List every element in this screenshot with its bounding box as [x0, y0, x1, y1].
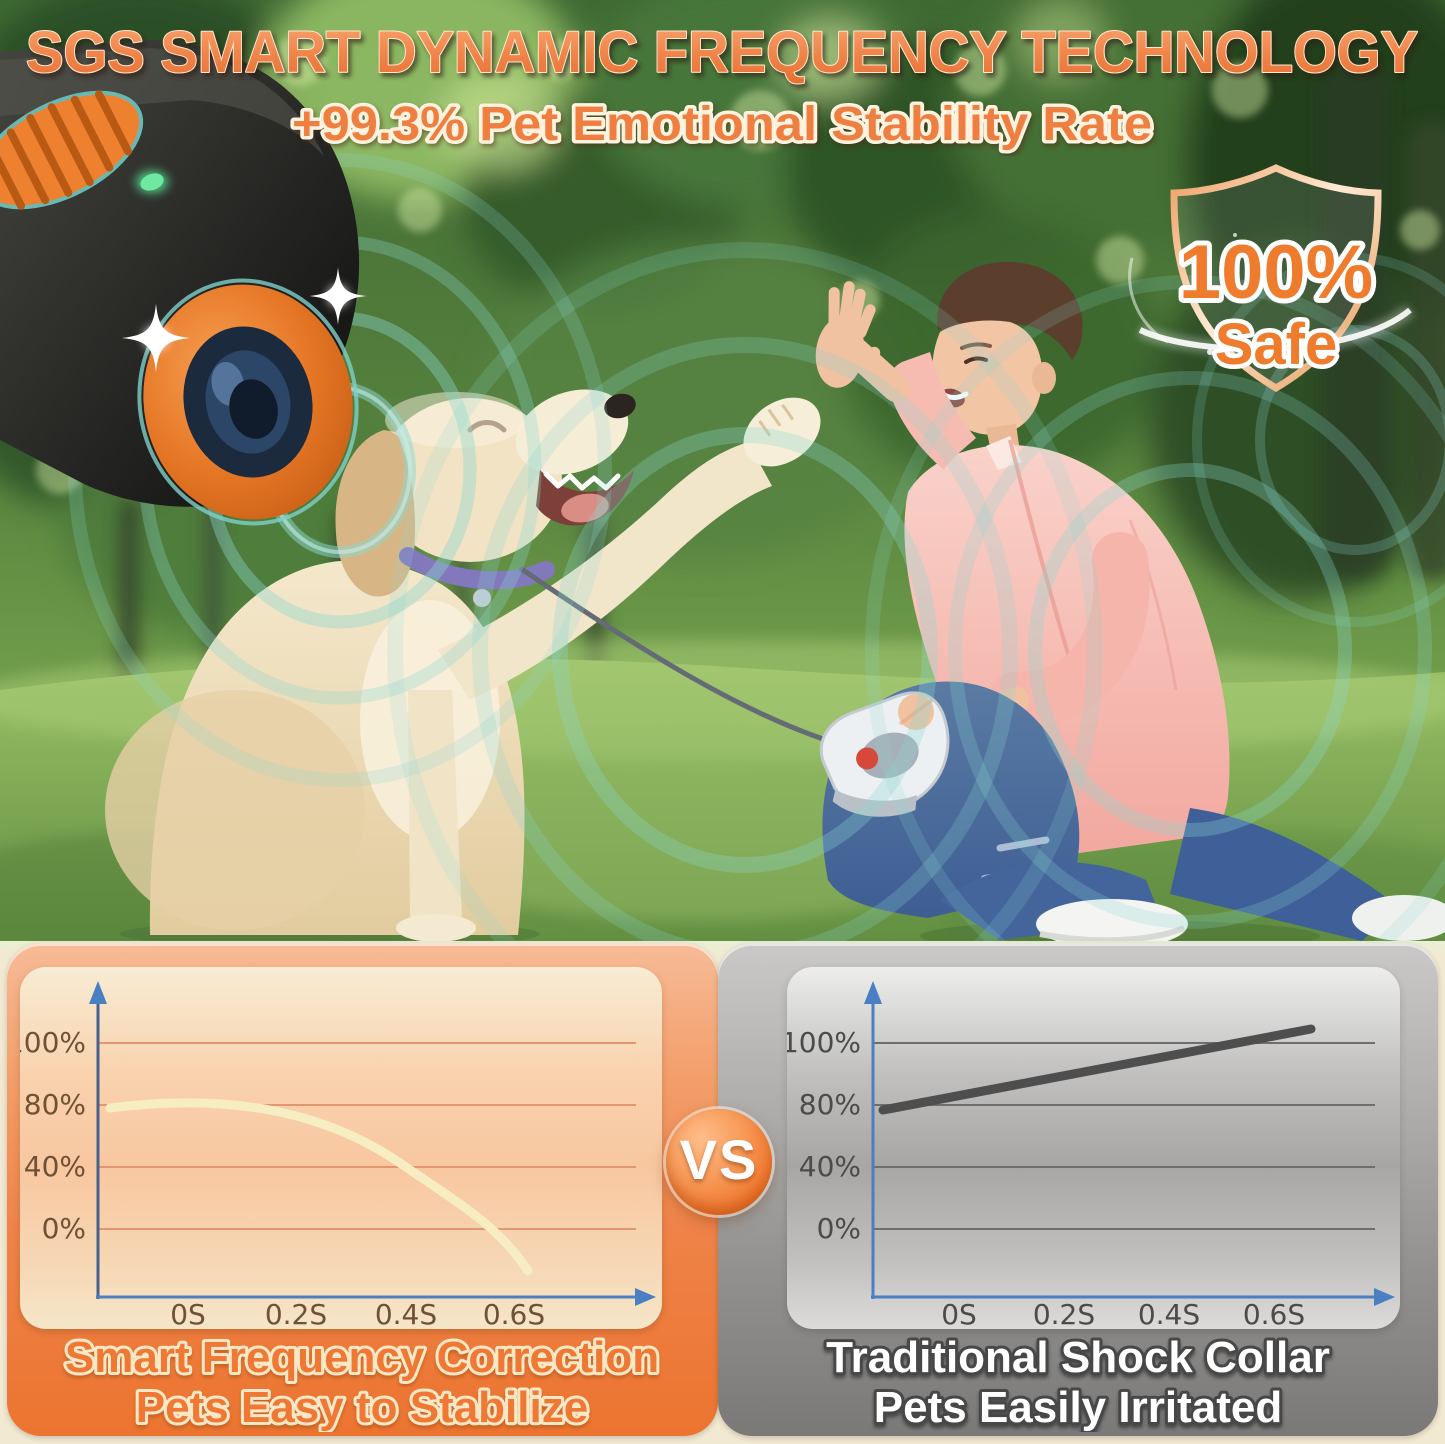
shock-collar-chart: 100% 80% 40% 0% 0S 0.2S 0.4S 0.6S — [787, 981, 1395, 1329]
man-left-sleeve — [988, 532, 1150, 728]
caption-line-2: Pets Easily Irritated — [874, 1383, 1282, 1432]
man-jeans-backleg — [1170, 808, 1398, 941]
y-tick-labels: 100% 80% 40% 0% — [20, 1026, 86, 1245]
man-back-shoe — [1352, 895, 1445, 941]
svg-text:0%: 0% — [817, 1212, 861, 1245]
badge-label: Safe — [1215, 312, 1338, 377]
ultrasonic-device-illustration — [0, 40, 367, 526]
badge-percent: 100% — [1179, 230, 1373, 315]
svg-text:40%: 40% — [24, 1150, 86, 1183]
leash — [518, 565, 950, 817]
svg-text:100%: 100% — [20, 1026, 86, 1059]
rising-line — [878, 1024, 1316, 1115]
dog-raised-leg — [438, 442, 772, 700]
device-led-indicator — [136, 171, 168, 193]
smart-frequency-chart: 100% 80% 40% 0% 0S 0.2S 0.4S 0.6S — [20, 981, 656, 1329]
y-axis — [864, 981, 882, 1299]
man-hair — [937, 261, 1083, 360]
safety-shield-badge: 100% Safe — [1128, 164, 1415, 393]
man-illustration — [815, 261, 1445, 941]
y-tick-labels: 100% 80% 40% 0% — [787, 1026, 861, 1245]
gridlines — [873, 1042, 1375, 1230]
y-axis — [89, 981, 107, 1299]
svg-text:0.2S: 0.2S — [265, 1298, 327, 1329]
svg-text:0.4S: 0.4S — [375, 1298, 437, 1329]
shock-collar-chart-card: 100% 80% 40% 0% 0S 0.2S 0.4S 0.6S — [787, 967, 1400, 1329]
declining-curve — [105, 1098, 533, 1276]
swoosh-highlight — [1138, 307, 1412, 352]
svg-text:0%: 0% — [42, 1212, 86, 1245]
x-axis — [96, 1288, 656, 1306]
caption-line-1: Traditional Shock Collar — [826, 1333, 1330, 1382]
x-tick-labels: 0S 0.2S 0.4S 0.6S — [941, 1298, 1305, 1329]
svg-text:0.6S: 0.6S — [483, 1298, 545, 1329]
svg-text:100%: 100% — [787, 1026, 861, 1059]
x-tick-labels: 0S 0.2S 0.4S 0.6S — [170, 1298, 545, 1329]
svg-text:0.2S: 0.2S — [1033, 1298, 1095, 1329]
shock-collar-panel: 100% 80% 40% 0% 0S 0.2S 0.4S 0.6S — [718, 943, 1438, 1436]
park-background — [0, 0, 1445, 941]
device-speaker — [137, 278, 359, 526]
dog-illustration — [105, 389, 821, 941]
man-sneaker — [1036, 899, 1188, 941]
smart-frequency-panel: 100% 80% 40% 0% 0S 0.2S 0.4S 0.6S — [7, 943, 718, 1436]
headline-subtitle: +99.3% Pet Emotional Stability Rate — [292, 98, 1152, 151]
svg-text:0S: 0S — [170, 1298, 206, 1329]
headline-title: SGS SMART DYNAMIC FREQUENCY TECHNOLOGY — [26, 20, 1418, 85]
caption-line-1: Smart Frequency Correction — [65, 1333, 659, 1382]
flash-sparkle-icon — [121, 267, 367, 373]
vs-label: VS — [679, 1127, 759, 1191]
shield-icon — [1170, 164, 1382, 393]
svg-text:80%: 80% — [24, 1088, 86, 1121]
device-ribbed-button — [0, 90, 144, 210]
gridlines — [98, 1042, 636, 1230]
vs-badge: VS — [666, 1109, 772, 1215]
smart-frequency-caption: Smart Frequency Correction Pets Easy to … — [62, 1330, 662, 1432]
comparison-section: 100% 80% 40% 0% 0S 0.2S 0.4S 0.6S — [0, 941, 1445, 1444]
svg-text:0S: 0S — [941, 1298, 977, 1329]
svg-text:0.4S: 0.4S — [1138, 1298, 1200, 1329]
dog-head — [335, 389, 636, 597]
svg-text:0.6S: 0.6S — [1243, 1298, 1305, 1329]
caption-line-2: Pets Easy to Stabilize — [136, 1383, 588, 1432]
x-axis — [871, 1288, 1395, 1306]
hero-photo: SGS SMART DYNAMIC FREQUENCY TECHNOLOGY +… — [0, 0, 1445, 941]
svg-text:80%: 80% — [799, 1088, 861, 1121]
man-raised-sleeve — [888, 352, 976, 470]
man-hand-highfive — [815, 281, 881, 388]
shock-collar-caption: Traditional Shock Collar Pets Easily Irr… — [823, 1330, 1333, 1432]
svg-text:40%: 40% — [799, 1150, 861, 1183]
smart-frequency-chart-card: 100% 80% 40% 0% 0S 0.2S 0.4S 0.6S — [20, 967, 662, 1329]
